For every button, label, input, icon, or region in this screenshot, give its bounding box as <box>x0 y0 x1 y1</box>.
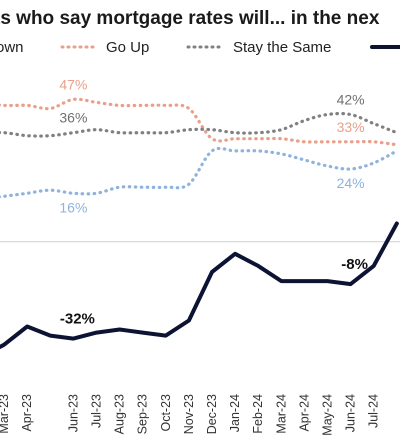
x-tick-label: Jan-24 <box>228 394 242 432</box>
data-label-up-0: 47% <box>59 76 87 92</box>
x-tick-label: Apr-24 <box>297 394 311 432</box>
legend-item-up: Go Up <box>60 39 149 56</box>
data-label-up-5: 33% <box>337 119 365 135</box>
chart-title: ts who say mortgage rates will... in the… <box>0 8 380 29</box>
series-line-net <box>0 221 399 350</box>
x-tick-label: Jul-24 <box>367 394 381 428</box>
legend-label-up: Go Up <box>106 39 149 56</box>
plot-area <box>0 97 400 350</box>
series-line-up <box>0 97 399 147</box>
x-tick-label: Apr-23 <box>20 394 34 432</box>
x-tick-label: Dec-23 <box>205 394 219 434</box>
x-tick-label: May-24 <box>321 394 335 436</box>
x-tick-label: Jun-24 <box>344 394 358 432</box>
series-line-down <box>0 146 399 199</box>
data-label-down-6: 24% <box>337 175 365 191</box>
x-tick-label: Nov-23 <box>182 394 196 434</box>
x-axis-ticks: Mar-23 Apr-23 Jun-23 Jul-23 Aug-23 Sep-23 Oct-… <box>0 394 381 436</box>
x-tick-label: Mar-24 <box>274 394 288 434</box>
legend-item-down: own <box>0 39 24 56</box>
data-label-net-7: -8% <box>341 256 368 273</box>
legend-item-same: Stay the Same <box>186 39 331 56</box>
legend-label-down: own <box>0 39 24 56</box>
x-tick-label: Feb-24 <box>251 394 265 434</box>
x-tick-label: Jul-23 <box>90 394 104 428</box>
annotations: 47% 36% 16% -32% 42% 33% 24% -8% <box>59 76 368 327</box>
x-tick-label: Jun-23 <box>66 394 80 432</box>
data-label-same-4: 42% <box>337 92 365 108</box>
data-label-net-3: -32% <box>60 311 95 328</box>
x-tick-label: Mar-23 <box>0 394 11 434</box>
series-line-same <box>0 111 399 138</box>
legend: own Go Up Stay the Same <box>0 39 400 56</box>
data-label-down-2: 16% <box>59 199 87 215</box>
legend-label-same: Stay the Same <box>233 39 331 56</box>
x-tick-label: Sep-23 <box>136 394 150 434</box>
data-label-same-1: 36% <box>59 110 87 126</box>
x-tick-label: Oct-23 <box>159 394 173 432</box>
x-tick-label: Aug-23 <box>113 394 127 434</box>
